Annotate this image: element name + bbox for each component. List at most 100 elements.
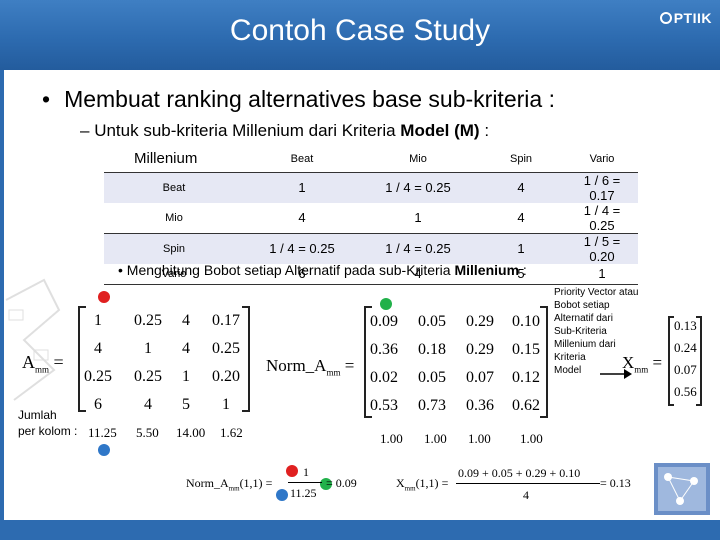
comparison-table: Millenium Beat Mio Spin Vario Beat 1 1 /… (104, 146, 638, 285)
matrix-cell: 0.25 (212, 340, 240, 357)
matrix-cell: 4 (182, 340, 190, 357)
sum-label-line2: per kolom : (18, 424, 78, 438)
matrix-cell: 0.25 (134, 368, 162, 385)
bullet-sub-suffix: : (479, 121, 490, 140)
x-label: Xmm = (622, 353, 663, 375)
norm-matrix-cell: 0.62 (512, 397, 540, 414)
matrix-cell: 4 (144, 396, 152, 413)
norm-matrix-cell: 0.10 (512, 313, 540, 330)
column-sum: 14.00 (176, 425, 206, 440)
formula-norm-lhs: Norm_A (186, 476, 229, 490)
table-cell: 1 / 5 = 0.20 (566, 233, 638, 264)
norm-column-sum: 1.00 (520, 431, 543, 446)
priority-value: 0.13 (674, 318, 697, 333)
norm-matrix-cell: 0.12 (512, 369, 540, 386)
row-label: Vario (104, 263, 244, 285)
green-marker (380, 298, 392, 310)
priority-note-line: Millenium dari (554, 339, 616, 350)
formula-x-sub: mm (404, 484, 416, 493)
bottom-bar (0, 520, 720, 540)
row-label: Beat (104, 172, 244, 203)
table-cell: 1 / 6 = 0.17 (566, 172, 638, 203)
column-header: Spin (476, 146, 566, 173)
matrix-cell: 1 (94, 312, 102, 329)
table-cell: 1 / 4 = 0.25 (244, 233, 360, 264)
red-marker (286, 465, 298, 477)
priority-note-line: Priority Vector atau (554, 287, 639, 298)
matrix-cell: 4 (94, 340, 102, 357)
x-sub: mm (634, 364, 649, 375)
fraction-bar (288, 482, 322, 483)
bullet-compute: • Menghitung Bobot setiap Alternatif pad… (118, 262, 527, 278)
norm-matrix-cell: 0.05 (418, 369, 446, 386)
table-cell: 1 (566, 263, 638, 285)
blue-marker (98, 444, 110, 456)
matrix-cell: 0.25 (134, 312, 162, 329)
bullet-compute-suffix: : (519, 262, 527, 278)
row-label: Spin (104, 233, 244, 264)
norm-matrix-cell: 0.29 (466, 313, 494, 330)
logo-text: PTIIK (673, 10, 712, 26)
matrix-a-sub: mm (35, 364, 50, 375)
x-right-bracket (696, 316, 702, 406)
priority-value: 0.56 (674, 384, 697, 399)
formula-x-denominator: 4 (523, 488, 529, 502)
title-bar: Contoh Case Study PTIIK (0, 0, 720, 70)
formula-x-idx: (1,1) (415, 476, 439, 490)
table-cell: 5 (476, 263, 566, 285)
formula-norm-idx: (1,1) (239, 476, 263, 490)
row-label: Mio (104, 202, 244, 234)
table-header-row: Millenium Beat Mio Spin Vario (104, 146, 638, 173)
matrix-cell: 1 (182, 368, 190, 385)
matrix-cell: 1 (222, 396, 230, 413)
norm-matrix-cell: 0.15 (512, 341, 540, 358)
norm-left-bracket (364, 306, 372, 418)
matrix-cell: 4 (182, 312, 190, 329)
matrix-cell: 0.17 (212, 312, 240, 329)
matrix-a-right-bracket (242, 306, 250, 412)
matrix-a-left-bracket (78, 306, 86, 412)
matrix-a-label: Amm = (22, 352, 64, 375)
blue-marker (276, 489, 288, 501)
priority-value: 0.24 (674, 340, 697, 355)
slide-title: Contoh Case Study (229, 14, 491, 47)
table-corner: Millenium (104, 146, 244, 173)
priority-value: 0.07 (674, 362, 697, 377)
matrix-cell: 1 (144, 340, 152, 357)
formula-norm-numerator: 1 (303, 465, 309, 479)
matrix-cell: 0.20 (212, 368, 240, 385)
ptiik-logo: PTIIK (659, 10, 712, 26)
priority-note-line: Model (554, 365, 582, 376)
table-cell: 4 (360, 263, 476, 285)
matrix-a-symbol: A (22, 352, 35, 372)
norm-matrix-cell: 0.36 (370, 341, 398, 358)
formula-norm-sub: mm (228, 484, 240, 493)
norm-matrix-cell: 0.73 (418, 397, 446, 414)
norm-matrix-label: Norm_Amm = (266, 356, 355, 378)
formula-norm-result: = 0.09 (326, 476, 357, 490)
x-symbol: X (622, 353, 635, 372)
priority-note: Priority Vector atau Bobot setiap Alternat… (554, 286, 664, 377)
norm-matrix-cell: 0.02 (370, 369, 398, 386)
bullet-sub: – Untuk sub-kriteria Millenium dari Krit… (80, 121, 490, 140)
fraction-bar (456, 483, 600, 484)
decorative-graph (5, 278, 61, 401)
norm-symbol: Norm_A (266, 356, 327, 375)
column-sum: 5.50 (136, 425, 159, 440)
bullet-main: • Membuat ranking alternatives base sub-k… (42, 86, 555, 112)
matrix-cell: 6 (94, 396, 102, 413)
priority-note-line: Kriteria (554, 352, 586, 363)
column-header: Mio (360, 146, 476, 173)
norm-column-sum: 1.00 (468, 431, 491, 446)
norm-sub: mm (326, 367, 341, 378)
arrow-right-icon (600, 369, 632, 379)
sum-label-line1: Jumlah (18, 408, 57, 422)
table-row: Spin 1 / 4 = 0.25 1 / 4 = 0.25 1 1 / 5 =… (104, 233, 638, 264)
norm-column-sum: 1.00 (380, 431, 403, 446)
formula-x-lhs: X (396, 476, 405, 490)
norm-matrix-cell: 0.07 (466, 369, 494, 386)
bullet-compute-prefix: Menghitung Bobot setiap Alternatif pada … (126, 262, 455, 278)
bullet-sub-prefix: Untuk sub-kriteria Millenium dari Kriter… (94, 121, 401, 140)
norm-matrix-cell: 0.18 (418, 341, 446, 358)
column-header: Beat (244, 146, 360, 173)
